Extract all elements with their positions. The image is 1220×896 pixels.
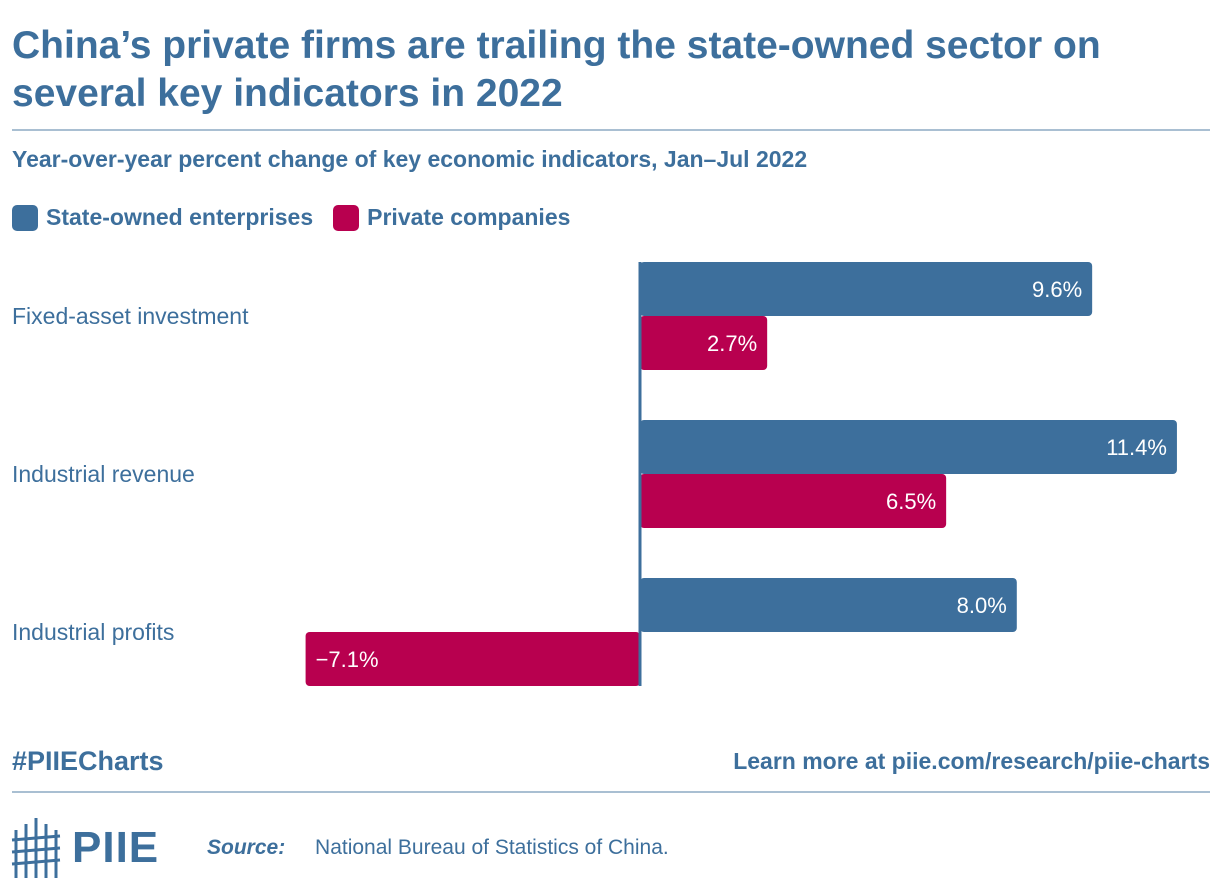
- data-label: 8.0%: [957, 593, 1007, 618]
- category-label: Industrial profits: [12, 619, 174, 645]
- data-label: −7.1%: [316, 647, 379, 672]
- source-note: Source: National Bureau of Statistics of…: [207, 836, 669, 860]
- legend-swatch-state-owned: [12, 204, 38, 231]
- data-label: 11.4%: [1106, 435, 1167, 460]
- bar: [640, 316, 768, 370]
- piie-grid-icon: [11, 818, 61, 878]
- hashtag-text: #PIIECharts: [12, 746, 164, 776]
- piie-logo: PIIE: [10, 816, 159, 880]
- chart-title: China’s private firms are trailing the s…: [12, 24, 1101, 115]
- chart-subtitle: Year-over-year percent change of key eco…: [12, 146, 808, 172]
- category-label: Industrial revenue: [12, 461, 195, 487]
- bar: [640, 474, 947, 528]
- title-divider: [12, 129, 1210, 131]
- chart-legend: State-owned enterprises Private companie…: [12, 204, 590, 231]
- bar: [640, 262, 1093, 316]
- bar: [640, 578, 1017, 632]
- data-label: 9.6%: [1032, 277, 1082, 302]
- footer-divider: [12, 791, 1210, 793]
- data-label: 2.7%: [707, 331, 757, 356]
- piie-logo-text: PIIE: [72, 823, 160, 872]
- learn-more-link[interactable]: Learn more at piie.com/research/piie-cha…: [733, 748, 1210, 774]
- legend-label-state-owned: State-owned enterprises: [46, 204, 314, 230]
- bar-chart: Fixed-asset investment 9.6% 2.7% Industrial…: [12, 262, 1177, 686]
- bar: [305, 632, 640, 686]
- category-label: Fixed-asset investment: [12, 303, 249, 329]
- source-label: Source:: [207, 836, 286, 859]
- legend-item-private: Private companies: [333, 204, 570, 231]
- source-text: National Bureau of Statistics of China.: [315, 836, 669, 859]
- legend-swatch-private: [333, 204, 360, 231]
- data-label: 6.5%: [886, 489, 936, 514]
- legend-item-state-owned: State-owned enterprises: [12, 204, 313, 231]
- bar: [640, 420, 1177, 474]
- legend-label-private: Private companies: [367, 204, 571, 230]
